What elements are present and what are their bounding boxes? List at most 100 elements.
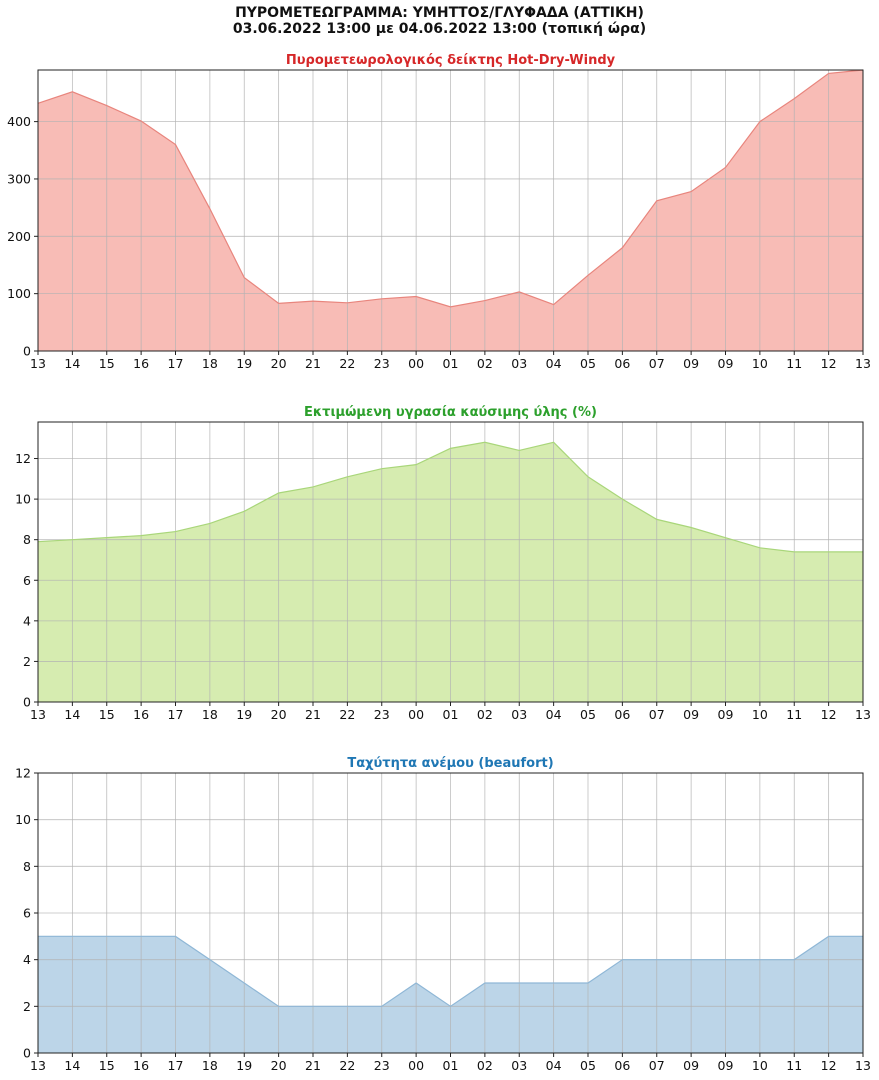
- x-tick-label: 06: [614, 1058, 630, 1073]
- x-tick-label: 20: [271, 1058, 287, 1073]
- data-point: [174, 143, 176, 145]
- data-point: [243, 276, 245, 278]
- data-point: [415, 982, 417, 984]
- data-point: [724, 166, 726, 168]
- x-tick-label: 12: [821, 356, 837, 371]
- data-point: [827, 551, 829, 553]
- y-tick-label: 2: [23, 654, 31, 669]
- data-point: [243, 982, 245, 984]
- data-point: [449, 306, 451, 308]
- data-point: [449, 447, 451, 449]
- y-tick-label: 10: [15, 812, 31, 827]
- data-point: [484, 299, 486, 301]
- x-tick-label: 22: [339, 707, 355, 722]
- y-tick-label: 2: [23, 999, 31, 1014]
- x-tick-label: 00: [408, 1058, 424, 1073]
- x-tick-label: 21: [305, 707, 321, 722]
- data-point: [656, 958, 658, 960]
- x-tick-label: 23: [374, 707, 390, 722]
- data-point: [827, 72, 829, 74]
- x-tick-label: 04: [546, 356, 562, 371]
- data-point: [449, 1005, 451, 1007]
- data-point: [71, 935, 73, 937]
- y-tick-label: 12: [15, 766, 31, 781]
- x-tick-label: 15: [99, 707, 115, 722]
- page-title: ΠΥΡΟΜΕΤΕΩΓΡΑΜΜΑ: ΥΜΗΤΤΟΣ/ΓΛΥΦΑΔΑ (ΑΤΤΙΚΗ…: [235, 5, 644, 21]
- panel-title-2: Εκτιμώμενη υγρασία καύσιμης ύλης (%): [304, 405, 597, 420]
- y-tick-label: 400: [7, 114, 31, 129]
- x-tick-label: 12: [821, 1058, 837, 1073]
- x-tick-label: 09: [683, 1058, 699, 1073]
- x-tick-label: 20: [271, 707, 287, 722]
- x-tick-label: 07: [649, 707, 665, 722]
- x-tick-label: 19: [236, 356, 252, 371]
- x-tick-label: 04: [546, 1058, 562, 1073]
- y-tick-label: 100: [7, 286, 31, 301]
- data-point: [690, 958, 692, 960]
- page-subtitle: 03.06.2022 13:00 με 04.06.2022 13:00 (το…: [232, 21, 647, 37]
- data-point: [277, 492, 279, 494]
- series-line-3: [38, 935, 863, 1008]
- y-tick-label: 6: [23, 906, 31, 921]
- series-line-2: [37, 441, 863, 553]
- x-tick-label: 21: [305, 356, 321, 371]
- x-tick-label: 13: [30, 1058, 46, 1073]
- x-tick-label: 13: [855, 356, 871, 371]
- data-point: [587, 476, 589, 478]
- x-tick-label: 03: [511, 707, 527, 722]
- x-tick-label: 18: [202, 356, 218, 371]
- y-tick-label: 200: [7, 229, 31, 244]
- data-point: [174, 530, 176, 532]
- y-tick-label: 0: [23, 1046, 31, 1061]
- data-point: [552, 303, 554, 305]
- x-tick-label: 05: [580, 707, 596, 722]
- data-point: [381, 467, 383, 469]
- x-tick-label: 14: [64, 707, 80, 722]
- x-tick-label: 10: [752, 1058, 768, 1073]
- x-tick-label: 01: [443, 1058, 459, 1073]
- x-tick-label: 05: [580, 356, 596, 371]
- data-point: [106, 935, 108, 937]
- x-tick-label: 10: [752, 356, 768, 371]
- x-tick-label: 17: [168, 1058, 184, 1073]
- y-tick-label: 8: [23, 532, 31, 547]
- data-point: [346, 476, 348, 478]
- data-point: [724, 958, 726, 960]
- x-tick-label: 14: [64, 356, 80, 371]
- data-point: [381, 298, 383, 300]
- data-point: [690, 190, 692, 192]
- x-tick-label: 17: [168, 707, 184, 722]
- x-tick-label: 09: [683, 707, 699, 722]
- data-point: [621, 498, 623, 500]
- x-tick-label: 22: [339, 356, 355, 371]
- x-tick-label: 10: [752, 707, 768, 722]
- data-point: [209, 522, 211, 524]
- x-tick-label: 11: [786, 707, 802, 722]
- x-tick-label: 13: [30, 356, 46, 371]
- data-point: [140, 120, 142, 122]
- x-tick-label: 00: [408, 707, 424, 722]
- data-point: [759, 958, 761, 960]
- data-point: [484, 441, 486, 443]
- data-point: [140, 534, 142, 536]
- y-tick-label: 10: [15, 492, 31, 507]
- x-tick-label: 23: [374, 1058, 390, 1073]
- x-tick-label: 18: [202, 707, 218, 722]
- data-point: [312, 1005, 314, 1007]
- x-tick-label: 09: [718, 1058, 734, 1073]
- panel-title-3: Ταχύτητα ανέμου (beaufort): [347, 756, 553, 771]
- x-tick-label: 09: [718, 356, 734, 371]
- x-tick-label: 11: [786, 1058, 802, 1073]
- data-point: [415, 295, 417, 297]
- x-tick-label: 07: [649, 356, 665, 371]
- y-tick-label: 0: [23, 344, 31, 359]
- x-tick-label: 13: [855, 707, 871, 722]
- data-point: [690, 526, 692, 528]
- data-point: [656, 518, 658, 520]
- data-point: [621, 958, 623, 960]
- x-tick-label: 02: [477, 707, 493, 722]
- x-tick-label: 00: [408, 356, 424, 371]
- data-point: [552, 441, 554, 443]
- data-point: [793, 958, 795, 960]
- x-tick-label: 13: [30, 707, 46, 722]
